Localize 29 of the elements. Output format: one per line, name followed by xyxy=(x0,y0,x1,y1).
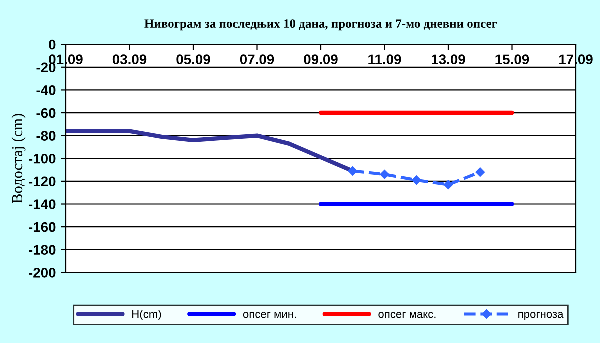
y-tick-label: -40 xyxy=(36,86,56,96)
y-tick-label: -160 xyxy=(29,222,56,232)
y-tick-label: -100 xyxy=(29,154,56,164)
x-tick-label: 05.09 xyxy=(176,54,210,65)
legend-label: H(cm) xyxy=(132,310,162,320)
point xyxy=(412,176,422,185)
y-tick-label: -20 xyxy=(36,62,56,73)
x-tick-label: 13.09 xyxy=(432,54,466,65)
x-tick-label: 03.09 xyxy=(112,54,147,65)
x-tick-label: 11.09 xyxy=(368,54,402,65)
x-tick-label: 09.09 xyxy=(304,54,338,65)
point xyxy=(476,168,485,177)
y-tick-label: -80 xyxy=(36,131,56,141)
chart-title: Нивограм за последњих 10 дана, прогноза и 7-мо дневни опсег xyxy=(144,20,498,31)
legend-label: опсег макс. xyxy=(378,312,436,318)
x-tick-label: 07.09 xyxy=(240,54,274,65)
point xyxy=(348,166,358,176)
y-tick-label: -200 xyxy=(29,268,56,278)
y-tick-label: 0 xyxy=(49,40,56,50)
y-axis-title: Водостај (cm) xyxy=(12,114,26,204)
y-tick-label: -120 xyxy=(29,176,56,187)
x-tick-label: 15.09 xyxy=(496,54,530,65)
y-tick-label: -60 xyxy=(36,108,56,118)
y-tick-label: -180 xyxy=(29,245,56,256)
y-tick-label: -140 xyxy=(29,200,56,210)
legend-label: опсег мин. xyxy=(243,312,296,318)
point xyxy=(444,180,454,190)
legend-label: прогноза xyxy=(518,312,564,320)
point xyxy=(380,170,390,180)
